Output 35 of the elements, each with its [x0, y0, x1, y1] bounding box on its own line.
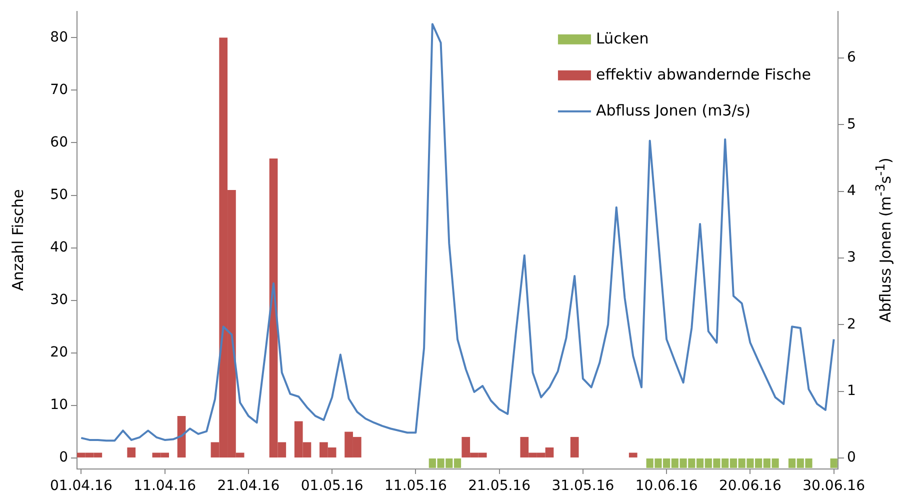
x-tick-label: 01.04.16	[50, 478, 112, 494]
y2-tick-label: 0	[847, 450, 856, 466]
y2-tick-label: 2	[847, 316, 856, 332]
y-tick-label: 10	[50, 397, 68, 414]
x-tick-label: 31.05.16	[552, 478, 614, 494]
x-tick-label: 10.06.16	[635, 478, 698, 494]
legend-label: Abfluss Jonen (m3/s)	[596, 101, 750, 120]
y-tick-label: 20	[50, 344, 68, 361]
y2-tick-label: 3	[847, 250, 856, 266]
x-tick-label: 20.06.16	[719, 478, 782, 494]
y-tick-label: 60	[50, 134, 68, 150]
y-tick-label: 30	[50, 292, 68, 308]
x-tick-label: 30.06.16	[802, 478, 866, 494]
x-tick-label: 11.04.16	[134, 478, 196, 494]
bar	[177, 416, 186, 458]
x-tick-label: 01.05.16	[300, 478, 364, 494]
y2-tick-label: 5	[847, 116, 856, 132]
x-tick-label: 21.04.16	[217, 478, 280, 494]
bar	[570, 436, 579, 458]
x-tick-label: 21.05.16	[468, 478, 531, 494]
y-axis-title: Anzahl Fische	[9, 189, 27, 292]
y-tick-label: 70	[50, 82, 68, 98]
legend-label: Lücken	[596, 29, 649, 48]
legend-label: effektiv abwandernde Fische	[596, 65, 812, 84]
x-tick-label: 11.05.16	[384, 478, 447, 494]
y-tick-label: 50	[50, 186, 68, 203]
y2-tick-label: 4	[847, 182, 856, 199]
y-tick-label: 80	[50, 29, 68, 46]
bar	[127, 447, 136, 458]
y2-tick-label: 1	[847, 382, 856, 399]
bar	[628, 452, 638, 458]
bar	[830, 458, 838, 468]
y-tick-label: 0	[59, 450, 68, 466]
y-tick-label: 40	[50, 239, 68, 256]
y2-tick-label: 6	[847, 50, 856, 66]
